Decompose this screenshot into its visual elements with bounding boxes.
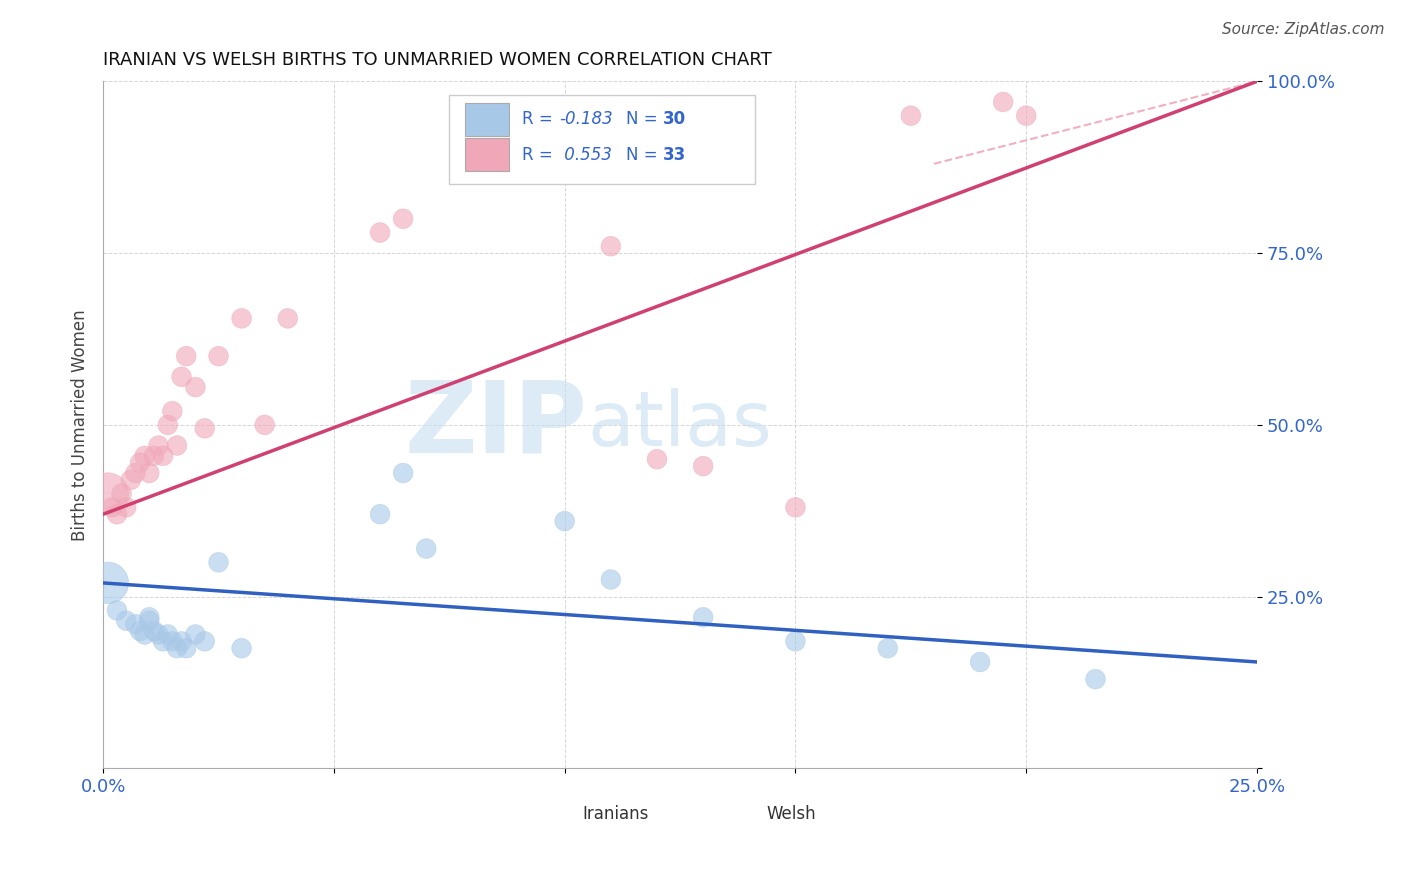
Text: 30: 30 [662, 110, 686, 128]
Point [166, 438, 188, 452]
Point [138, 610, 160, 624]
Point [277, 311, 299, 326]
Text: atlas: atlas [588, 388, 773, 462]
Point [253, 417, 276, 432]
FancyBboxPatch shape [450, 95, 755, 185]
Point [148, 438, 170, 452]
Point [97, 576, 120, 591]
Point [184, 380, 207, 394]
Point [170, 634, 193, 648]
Point [599, 573, 621, 587]
Point [129, 456, 152, 470]
Point [692, 459, 714, 474]
Point [166, 641, 188, 656]
Point [368, 226, 391, 240]
FancyBboxPatch shape [465, 103, 509, 136]
Point [110, 486, 132, 500]
Point [1084, 672, 1107, 686]
Point [152, 634, 174, 648]
Point [174, 349, 197, 363]
Text: N =: N = [626, 146, 662, 164]
Point [194, 634, 217, 648]
Point [124, 617, 146, 632]
Point [138, 614, 160, 628]
FancyBboxPatch shape [723, 801, 759, 829]
Text: R =: R = [522, 146, 558, 164]
Point [170, 369, 193, 384]
Point [148, 627, 170, 641]
Point [692, 610, 714, 624]
Text: R =: R = [522, 110, 558, 128]
Point [134, 627, 156, 641]
Point [142, 449, 165, 463]
Point [120, 473, 142, 487]
Point [115, 500, 138, 515]
Point [162, 634, 184, 648]
Point [152, 449, 174, 463]
Text: N =: N = [626, 110, 662, 128]
FancyBboxPatch shape [465, 137, 509, 170]
Point [207, 349, 229, 363]
Point [415, 541, 437, 556]
Point [554, 514, 576, 528]
Point [101, 500, 124, 515]
Point [900, 109, 922, 123]
Text: IRANIAN VS WELSH BIRTHS TO UNMARRIED WOMEN CORRELATION CHART: IRANIAN VS WELSH BIRTHS TO UNMARRIED WOM… [103, 51, 772, 69]
Y-axis label: Births to Unmarried Women: Births to Unmarried Women [72, 310, 89, 541]
Point [991, 95, 1014, 109]
Text: 33: 33 [662, 146, 686, 164]
Point [138, 466, 160, 480]
Point [142, 624, 165, 638]
Point [162, 404, 184, 418]
Point [1015, 109, 1038, 123]
Point [105, 507, 128, 521]
Point [115, 614, 138, 628]
Point [969, 655, 991, 669]
Point [599, 239, 621, 253]
Text: Source: ZipAtlas.com: Source: ZipAtlas.com [1222, 22, 1385, 37]
Point [368, 507, 391, 521]
Point [156, 417, 179, 432]
Point [392, 211, 415, 226]
Point [134, 449, 156, 463]
Point [785, 500, 807, 515]
Text: Welsh: Welsh [766, 805, 817, 823]
Point [184, 627, 207, 641]
Point [97, 486, 120, 500]
Point [392, 466, 415, 480]
Point [105, 603, 128, 617]
Point [156, 627, 179, 641]
Point [231, 641, 253, 656]
Point [785, 634, 807, 648]
Point [124, 466, 146, 480]
Text: 0.553: 0.553 [560, 146, 612, 164]
Point [207, 555, 229, 569]
Point [129, 624, 152, 638]
Point [645, 452, 668, 467]
Text: Iranians: Iranians [582, 805, 648, 823]
Point [174, 641, 197, 656]
Point [194, 421, 217, 435]
FancyBboxPatch shape [538, 801, 574, 829]
Text: ZIP: ZIP [405, 376, 588, 474]
Point [231, 311, 253, 326]
Text: -0.183: -0.183 [560, 110, 613, 128]
Point [876, 641, 898, 656]
